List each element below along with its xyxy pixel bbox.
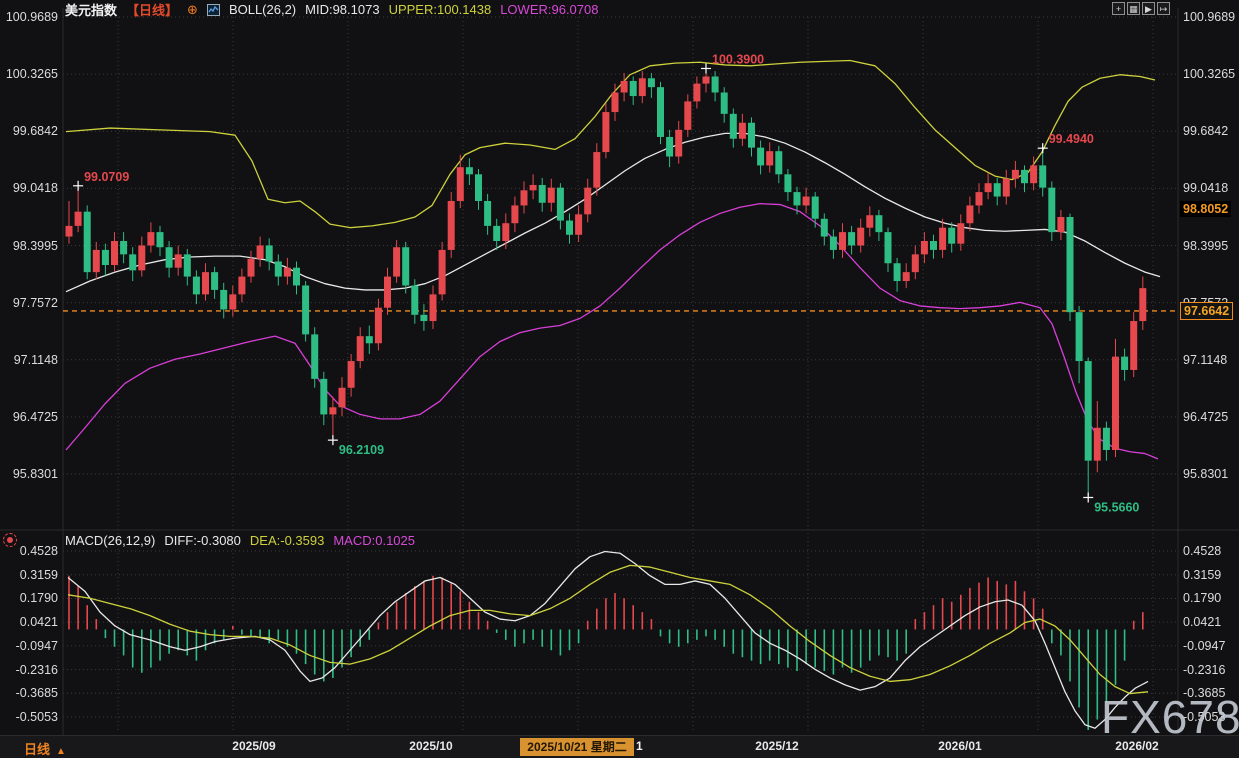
axis-tick-label: 95.8301	[12, 467, 58, 481]
axis-tick-label: 0.4528	[1183, 544, 1222, 558]
axis-tick-label: 0.4528	[19, 544, 58, 558]
axis-tick-label: 99.0418	[1183, 181, 1229, 196]
axis-tick-label: 0.1790	[19, 591, 58, 606]
axis-tick-label: 97.1148	[1183, 352, 1228, 367]
svg-text:100.3900: 100.3900	[712, 52, 764, 66]
axis-tick-label: -0.2316	[15, 662, 58, 677]
macd-diff-value: DIFF:-0.3080	[164, 533, 241, 548]
svg-text:96.2109: 96.2109	[339, 443, 384, 457]
axis-tick-label: -0.3685	[1183, 686, 1226, 701]
axis-tick-label: 100.9689	[1183, 10, 1236, 24]
axis-tick-label: 0.3159	[19, 567, 58, 582]
axis-tick-label: 0.3159	[1183, 567, 1222, 582]
axis-tick-label: 100.9689	[5, 10, 58, 24]
axis-tick-label: 100.3265	[5, 67, 58, 82]
axis-tick-label: 96.4725	[12, 409, 58, 424]
axis-tick-label: 97.7572	[12, 295, 58, 310]
macd-selected-icon[interactable]	[3, 533, 17, 547]
period-tag: 【日线】	[126, 3, 179, 18]
month-label: 2026/02	[1115, 739, 1159, 753]
crosshair-date-badge: 2025/10/21 星期二	[520, 738, 634, 756]
chart-toolbar: + ▦ ▶ ↦	[1112, 2, 1170, 15]
axis-tick-label: 99.0418	[12, 181, 58, 196]
svg-text:99.4940: 99.4940	[1049, 132, 1094, 146]
axis-tick-label: 0.1790	[1183, 591, 1222, 606]
scroll-to-latest-icon[interactable]: ↦	[1157, 2, 1170, 15]
symbol-name: 美元指数	[65, 3, 118, 18]
axis-tick-label: -0.0947	[1183, 638, 1226, 653]
boll-lower-value: LOWER:96.0708	[500, 2, 599, 17]
axis-tick-label: -0.3685	[15, 686, 58, 701]
crosshair-price-badge: 98.8052	[1180, 201, 1232, 218]
macd-indicator-bar[interactable]: MACD(26,12,9) DIFF:-0.3080 DEA:-0.3593 M…	[65, 533, 415, 548]
period-selector-label: 日线	[24, 742, 51, 757]
month-label: 2025/12	[755, 739, 799, 753]
boll-upper-value: UPPER:100.1438	[388, 2, 492, 17]
axis-tick-label: 98.3995	[12, 238, 58, 253]
axis-tick-label: 99.6842	[1183, 124, 1229, 139]
boll-label: BOLL(26,2)	[228, 2, 297, 17]
candlestick-series	[65, 68, 1147, 498]
boll-chart-icon	[206, 3, 220, 16]
crosshair-tool-icon[interactable]: +	[1112, 2, 1125, 15]
axis-tick-label: 96.4725	[1183, 409, 1229, 424]
svg-text:95.5660: 95.5660	[1094, 500, 1139, 514]
axis-tick-label: 98.3995	[1183, 238, 1229, 253]
add-indicator-icon[interactable]: ⊕	[187, 1, 198, 17]
axis-tick-label: 0.0421	[1183, 615, 1222, 630]
axis-tick-label: -0.0947	[15, 638, 58, 653]
playback-icon[interactable]: ▶	[1142, 2, 1155, 15]
reference-price-badge: 97.6642	[1180, 301, 1234, 320]
axis-tick-label: 99.6842	[12, 124, 58, 139]
indicator-window-icon[interactable]: ▦	[1127, 2, 1140, 15]
period-selector[interactable]: 日线 ▲	[24, 739, 66, 758]
macd-label: MACD(26,12,9)	[65, 533, 156, 548]
main-indicator-bar[interactable]: 美元指数 【日线】 ⊕ BOLL(26,2) MID:98.1073 UPPER…	[65, 1, 599, 19]
time-axis-bar: 日线 ▲ 2025/09 2025/10 2025/12 2026/01 2026/02 1…	[0, 735, 1239, 758]
boll-mid-value: MID:98.1073	[305, 2, 380, 17]
axis-tick-label: 100.3265	[1183, 67, 1236, 82]
axis-tick-label: 95.8301	[1183, 467, 1229, 481]
axis-tick-label: -0.2316	[1183, 662, 1226, 677]
watermark-logo: FX678	[1101, 691, 1239, 743]
axis-tick-label: -0.5053	[1183, 710, 1226, 724]
partial-month-label: 1	[636, 739, 643, 753]
month-label: 2025/10	[409, 739, 453, 753]
axis-tick-label: -0.5053	[15, 710, 58, 724]
macd-hist-value: MACD:0.1025	[333, 533, 415, 548]
month-label: 2026/01	[938, 739, 982, 753]
chevron-up-icon: ▲	[56, 746, 66, 757]
axis-tick-label: 0.0421	[19, 615, 58, 630]
svg-text:99.0709: 99.0709	[84, 170, 129, 184]
month-label: 2025/09	[232, 739, 276, 753]
macd-dea-value: DEA:-0.3593	[249, 533, 325, 548]
axis-tick-label: 97.1148	[13, 352, 58, 367]
